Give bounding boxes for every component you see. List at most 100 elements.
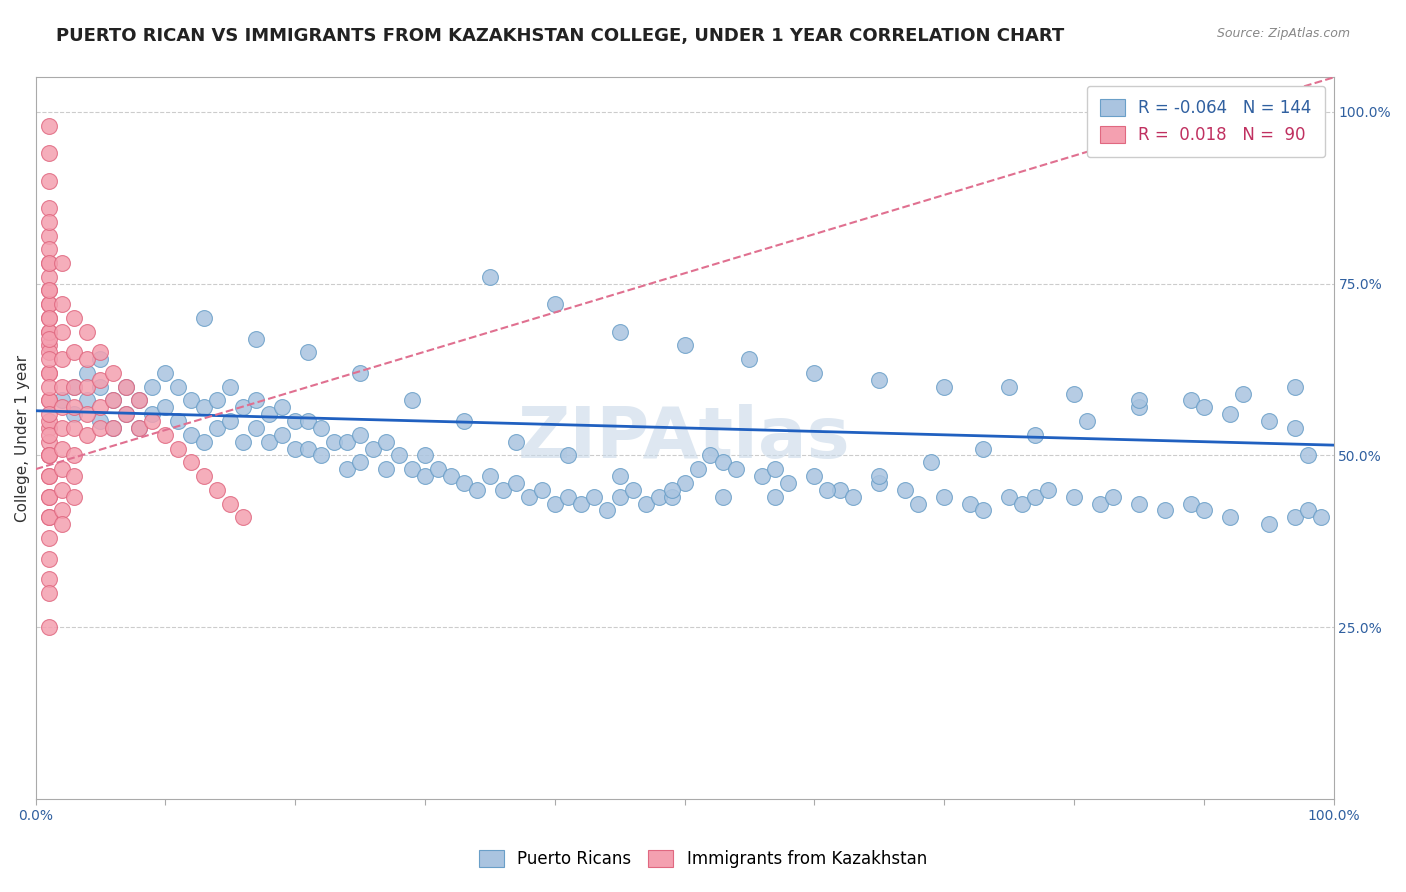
Point [1153,503,1175,517]
Y-axis label: College, Under 1 year: College, Under 1 year [15,355,30,522]
Point [51,352,73,367]
Point [103,393,125,408]
Point [751,469,773,483]
Point [582,490,605,504]
Point [609,490,631,504]
Point [686,462,709,476]
Point [89,380,111,394]
Text: PUERTO RICAN VS IMMIGRANTS FROM KAZAKHSTAN COLLEGE, UNDER 1 YEAR CORRELATION CHA: PUERTO RICAN VS IMMIGRANTS FROM KAZAKHST… [56,27,1064,45]
Point [207,421,229,435]
Point [38,338,60,352]
Point [725,462,748,476]
Point [271,401,294,415]
Point [297,442,319,456]
Point [76,393,98,408]
Point [38,551,60,566]
Point [595,503,617,517]
Point [232,510,254,524]
Point [647,490,669,504]
Point [401,462,423,476]
Point [38,325,60,339]
Point [38,407,60,421]
Point [998,380,1021,394]
Point [375,434,398,449]
Point [51,380,73,394]
Point [89,414,111,428]
Point [76,352,98,367]
Point [517,490,540,504]
Point [815,483,838,497]
Point [309,449,332,463]
Point [63,310,86,325]
Point [336,434,359,449]
Point [1076,414,1098,428]
Point [38,215,60,229]
Point [141,414,163,428]
Point [803,469,825,483]
Point [1257,517,1279,532]
Point [284,442,307,456]
Point [219,380,242,394]
Point [1192,401,1215,415]
Point [492,483,515,497]
Point [38,490,60,504]
Point [167,380,190,394]
Point [193,469,215,483]
Point [323,434,346,449]
Point [673,475,696,490]
Point [1024,490,1046,504]
Point [388,449,411,463]
Point [38,414,60,428]
Point [38,620,60,634]
Point [972,503,994,517]
Point [284,414,307,428]
Point [1309,510,1331,524]
Point [155,366,177,380]
Point [1284,380,1306,394]
Point [128,421,150,435]
Point [453,414,475,428]
Point [38,366,60,380]
Text: ZIPAtlas: ZIPAtlas [519,404,851,473]
Point [713,455,735,469]
Point [63,421,86,435]
Point [1063,490,1085,504]
Point [38,310,60,325]
Point [219,414,242,428]
Point [894,483,917,497]
Point [38,393,60,408]
Point [38,427,60,442]
Point [38,449,60,463]
Point [180,393,202,408]
Point [180,427,202,442]
Point [868,373,890,387]
Point [609,469,631,483]
Point [38,366,60,380]
Point [868,475,890,490]
Point [1257,414,1279,428]
Point [193,434,215,449]
Point [89,401,111,415]
Point [1011,497,1033,511]
Point [51,421,73,435]
Point [155,427,177,442]
Point [76,325,98,339]
Point [38,228,60,243]
Point [76,380,98,394]
Point [413,469,436,483]
Point [38,173,60,187]
Point [1219,407,1241,421]
Point [193,401,215,415]
Point [413,449,436,463]
Point [673,338,696,352]
Point [257,434,280,449]
Point [907,497,929,511]
Point [297,414,319,428]
Point [63,380,86,394]
Point [38,380,60,394]
Point [349,455,371,469]
Point [51,393,73,408]
Point [245,421,267,435]
Point [440,469,463,483]
Legend: Puerto Ricans, Immigrants from Kazakhstan: Puerto Ricans, Immigrants from Kazakhsta… [472,843,934,875]
